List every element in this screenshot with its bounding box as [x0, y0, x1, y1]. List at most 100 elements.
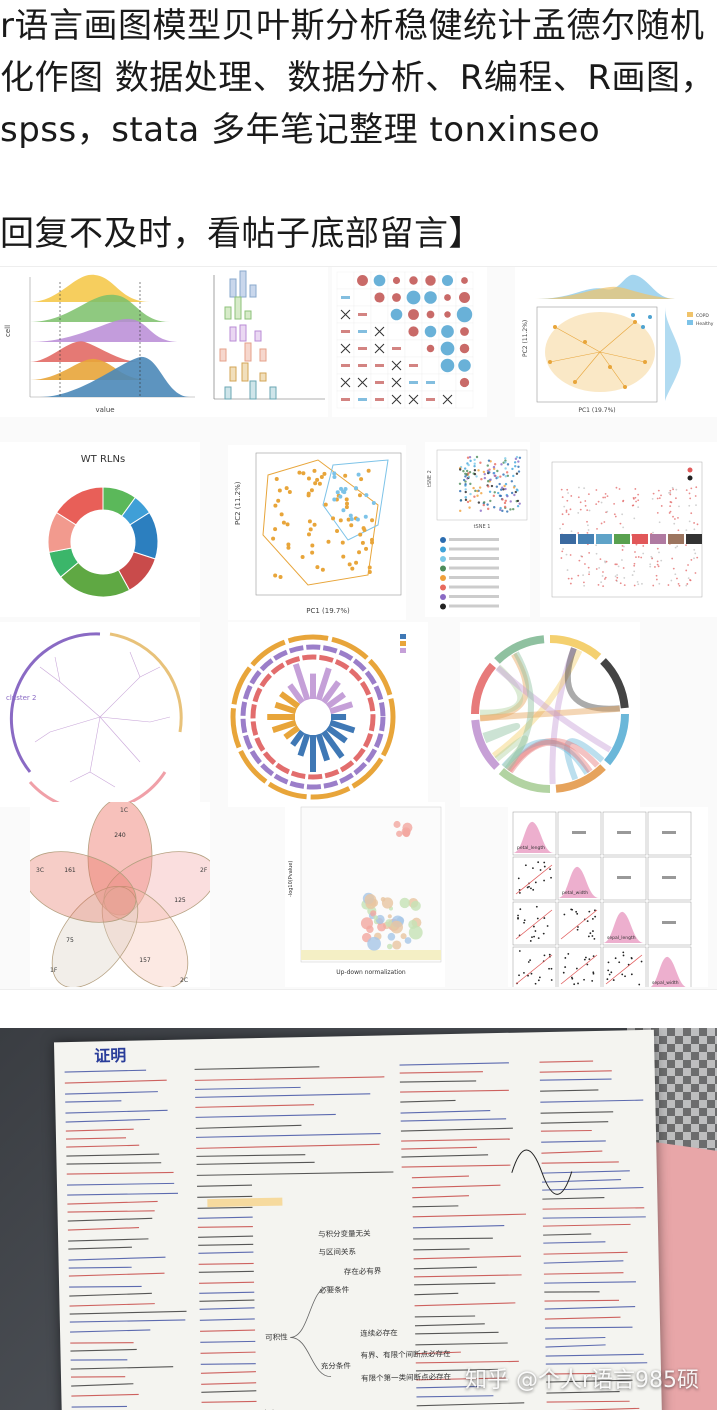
ink-line [194, 1086, 301, 1090]
tsne-point [464, 496, 468, 499]
notes-paper: 证明 可积性 必要条件充分条件大小 存在必有界 与积分变量无关与区间关系连续必存在有界… [53, 1029, 663, 1410]
swarm-point [604, 496, 606, 499]
swarm-point [563, 505, 566, 508]
pairs-point [562, 971, 565, 974]
ink-line [539, 1078, 612, 1081]
pairs-point [576, 928, 579, 931]
pairs-corr-value [662, 876, 676, 879]
pairs-point [530, 887, 532, 890]
tsne-point [487, 459, 491, 462]
corr-dot [444, 311, 451, 318]
swarm-point [605, 560, 608, 563]
pca-point [273, 573, 278, 578]
corr-value [392, 347, 401, 350]
pairs-label: petal_width [562, 890, 588, 896]
corr-cross [357, 377, 368, 388]
tsne-point [466, 500, 470, 504]
pairs-point [592, 930, 594, 932]
pairs-fit-line [515, 864, 553, 895]
corr-dot [424, 325, 437, 338]
go-bar [283, 725, 301, 740]
tsne-point [493, 474, 496, 477]
tsne-point [497, 491, 500, 495]
tsne-point [509, 508, 512, 511]
pairs-point [539, 869, 542, 871]
pairs-point [577, 982, 579, 985]
pairs-label: sepal_width [652, 980, 679, 986]
tsne-point [486, 507, 490, 511]
go-bar [329, 719, 356, 734]
swarm-point [562, 548, 564, 550]
swarm-point [584, 500, 587, 502]
swarm-point [660, 505, 663, 507]
swarm-point [693, 557, 695, 560]
venn-ellipse [101, 886, 189, 987]
pairs-point [592, 972, 595, 975]
pairs-fit-line [515, 909, 553, 940]
pairs-point [570, 976, 573, 979]
ink-line [544, 1299, 620, 1302]
chord-arc [471, 719, 500, 770]
tsne-point [468, 455, 472, 459]
corr-dot [390, 308, 403, 321]
ink-line [71, 1393, 139, 1397]
pca-point [313, 481, 318, 486]
swarm-point [602, 585, 605, 588]
corr-value [358, 313, 367, 316]
swarm-point [577, 574, 580, 577]
corr-cell [387, 322, 406, 341]
swarm-point [614, 575, 617, 578]
pca-point [323, 502, 328, 507]
ink-line [542, 1197, 605, 1200]
pca-point [308, 527, 313, 532]
tsne-point [474, 489, 477, 493]
pairs-density [558, 866, 599, 898]
pca-point [370, 540, 375, 545]
ink-line [68, 1272, 165, 1277]
pca-point [367, 569, 372, 574]
cluster-box [686, 534, 702, 544]
corr-dot [440, 341, 455, 356]
swarm-point [633, 562, 636, 565]
ink-line [544, 1316, 621, 1320]
swarm-point [615, 579, 618, 582]
swarm-point [696, 523, 699, 526]
ink-line [543, 1241, 606, 1244]
pairs-point [638, 983, 641, 986]
swarm-point [669, 501, 672, 503]
ink-line [66, 1162, 162, 1165]
pca-xlabel: PC1 (19.7%) [306, 607, 350, 615]
chart-collage-image[interactable]: value cell [0, 266, 717, 990]
tsne-point [506, 463, 510, 466]
pairs-point [517, 917, 519, 920]
small-ylabel: PC2 (11.2%) [522, 320, 529, 357]
pca-point [357, 550, 362, 555]
ridge-xlabel: value [95, 406, 114, 414]
swarm-point [604, 560, 606, 563]
handwritten-notes-photo[interactable]: 证明 可积性 必要条件充分条件大小 存在必有界 与积分变量无关与区间关系连续必存在有界… [0, 1028, 717, 1410]
swarm-point [600, 522, 603, 525]
tsne-point [499, 475, 502, 478]
tsne-legend-label [449, 566, 499, 570]
swarm-point [656, 547, 659, 550]
swarm-point [615, 486, 618, 489]
tsne-point [459, 489, 462, 493]
corr-dot [460, 327, 469, 336]
tsne-point [499, 506, 502, 510]
pairs-point [523, 972, 525, 974]
corr-dot [458, 359, 471, 372]
tsne-point [467, 472, 470, 475]
ink-line [195, 1132, 381, 1138]
venn-set-label: 1F [50, 967, 58, 974]
corr-value [341, 296, 350, 299]
swarm-point [561, 550, 564, 553]
ink-line [539, 1070, 612, 1073]
tsne-point [493, 491, 496, 494]
tsne-point [512, 486, 516, 489]
swarm-point [566, 499, 569, 502]
venn-ellipse [51, 886, 139, 987]
mindmap-area [251, 1174, 417, 1410]
volcano-bubble [399, 897, 410, 909]
swarm-point [695, 486, 698, 489]
pca-point [344, 501, 349, 506]
